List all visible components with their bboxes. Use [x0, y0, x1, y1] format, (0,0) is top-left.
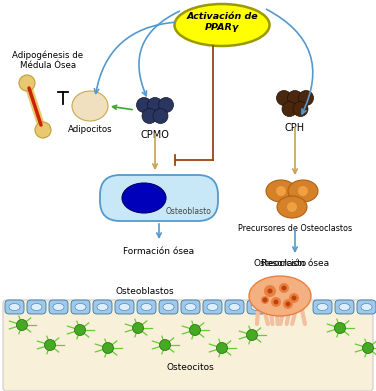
- Circle shape: [17, 319, 27, 330]
- Circle shape: [285, 301, 291, 307]
- Circle shape: [159, 97, 173, 113]
- Text: Osteoblastos: Osteoblastos: [116, 287, 174, 296]
- Text: CPH: CPH: [285, 123, 305, 133]
- Ellipse shape: [277, 196, 307, 218]
- Circle shape: [262, 298, 267, 303]
- Text: Precursores de Osteoclastos: Precursores de Osteoclastos: [238, 224, 352, 233]
- Ellipse shape: [339, 303, 350, 310]
- Ellipse shape: [288, 180, 318, 202]
- Ellipse shape: [9, 303, 20, 310]
- Circle shape: [35, 122, 51, 138]
- Circle shape: [282, 102, 297, 117]
- FancyBboxPatch shape: [159, 300, 178, 314]
- FancyBboxPatch shape: [27, 300, 46, 314]
- FancyBboxPatch shape: [5, 300, 24, 314]
- Ellipse shape: [75, 303, 86, 310]
- Circle shape: [335, 323, 346, 334]
- Ellipse shape: [31, 303, 42, 310]
- Ellipse shape: [266, 180, 296, 202]
- Text: Osteocitos: Osteocitos: [166, 364, 214, 373]
- Ellipse shape: [97, 303, 108, 310]
- Circle shape: [247, 330, 258, 341]
- Circle shape: [298, 186, 308, 196]
- Ellipse shape: [317, 303, 328, 310]
- Circle shape: [271, 297, 281, 307]
- FancyBboxPatch shape: [71, 300, 90, 314]
- Circle shape: [142, 108, 157, 124]
- Circle shape: [289, 293, 299, 303]
- Circle shape: [276, 90, 291, 106]
- Ellipse shape: [185, 303, 196, 310]
- Circle shape: [362, 343, 373, 353]
- Circle shape: [147, 97, 162, 113]
- Circle shape: [288, 90, 303, 106]
- Text: Formación ósea: Formación ósea: [123, 247, 194, 256]
- FancyBboxPatch shape: [313, 300, 332, 314]
- Text: Adipogénesis de
Médula Ósea: Adipogénesis de Médula Ósea: [12, 50, 83, 70]
- FancyBboxPatch shape: [137, 300, 156, 314]
- Circle shape: [291, 296, 297, 301]
- FancyBboxPatch shape: [181, 300, 200, 314]
- Circle shape: [19, 75, 35, 91]
- Ellipse shape: [361, 303, 372, 310]
- FancyBboxPatch shape: [225, 300, 244, 314]
- Ellipse shape: [72, 91, 108, 121]
- Circle shape: [217, 343, 227, 353]
- Ellipse shape: [141, 303, 152, 310]
- Circle shape: [74, 325, 85, 335]
- Ellipse shape: [249, 276, 311, 316]
- Circle shape: [136, 97, 152, 113]
- Text: CPMO: CPMO: [141, 130, 170, 140]
- Circle shape: [283, 299, 293, 309]
- FancyBboxPatch shape: [100, 175, 218, 221]
- Ellipse shape: [53, 303, 64, 310]
- Circle shape: [103, 343, 114, 353]
- Circle shape: [261, 296, 269, 304]
- Circle shape: [273, 300, 279, 305]
- Circle shape: [190, 325, 200, 335]
- FancyBboxPatch shape: [203, 300, 222, 314]
- Circle shape: [293, 102, 308, 117]
- Circle shape: [287, 202, 297, 212]
- Ellipse shape: [207, 303, 218, 310]
- Ellipse shape: [163, 303, 174, 310]
- Circle shape: [276, 186, 286, 196]
- Circle shape: [159, 339, 170, 350]
- Text: Resorción ósea: Resorción ósea: [261, 259, 329, 268]
- Text: Adipocitos: Adipocitos: [68, 125, 112, 134]
- Circle shape: [267, 289, 273, 294]
- Text: Osteoblasto: Osteoblasto: [166, 207, 212, 216]
- FancyBboxPatch shape: [3, 300, 373, 391]
- Circle shape: [264, 285, 276, 297]
- FancyBboxPatch shape: [49, 300, 68, 314]
- Ellipse shape: [119, 303, 130, 310]
- Ellipse shape: [122, 183, 166, 213]
- Circle shape: [44, 339, 56, 350]
- FancyBboxPatch shape: [335, 300, 354, 314]
- FancyBboxPatch shape: [247, 300, 266, 314]
- FancyBboxPatch shape: [357, 300, 376, 314]
- Circle shape: [132, 323, 144, 334]
- Text: Osteoclasto: Osteoclasto: [253, 259, 306, 268]
- Ellipse shape: [251, 303, 262, 310]
- FancyBboxPatch shape: [93, 300, 112, 314]
- Circle shape: [282, 285, 287, 291]
- Ellipse shape: [174, 4, 270, 46]
- Ellipse shape: [229, 303, 240, 310]
- Text: Activación de
PPARγ: Activación de PPARγ: [186, 12, 258, 32]
- FancyBboxPatch shape: [115, 300, 134, 314]
- Circle shape: [299, 90, 314, 106]
- Circle shape: [153, 108, 168, 124]
- Circle shape: [279, 283, 289, 293]
